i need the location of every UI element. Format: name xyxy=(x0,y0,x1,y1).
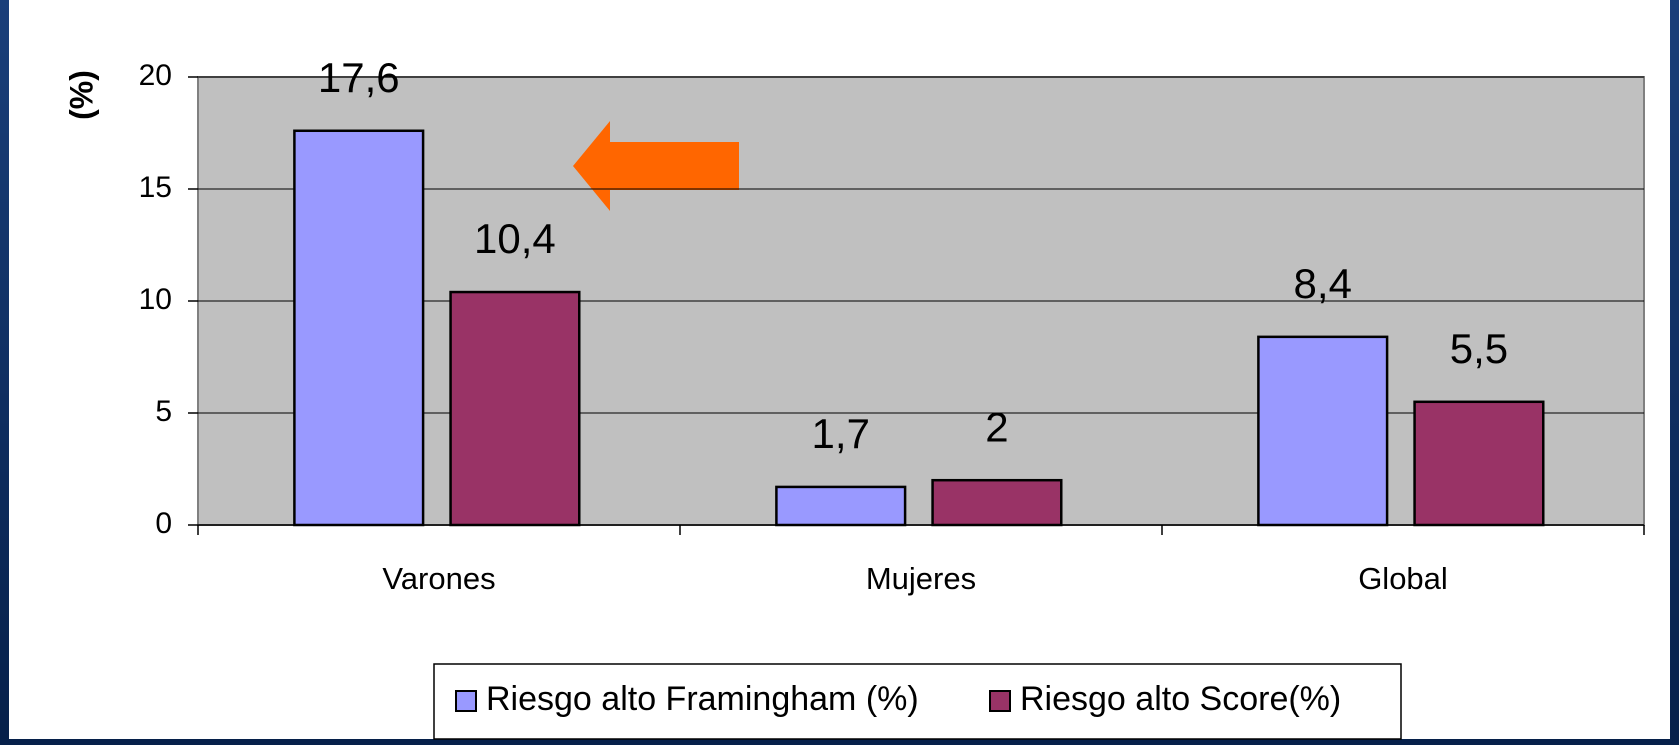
bar xyxy=(931,478,1063,527)
y-axis-label: (%) xyxy=(63,70,99,120)
legend-swatch xyxy=(989,690,1011,712)
legend-label: Riesgo alto Score(%) xyxy=(1020,680,1341,718)
bar xyxy=(1257,335,1389,527)
y-tick-label: 5 xyxy=(155,395,172,428)
data-label: 8,4 xyxy=(1294,260,1352,307)
y-tick-label: 10 xyxy=(139,283,172,316)
bar xyxy=(775,485,907,527)
legend-swatch xyxy=(455,690,477,712)
x-tick-label: Global xyxy=(1358,561,1448,596)
data-label: 17,6 xyxy=(318,54,400,101)
legend-label: Riesgo alto Framingham (%) xyxy=(486,680,919,718)
bar xyxy=(1413,400,1545,527)
bar xyxy=(449,290,581,527)
x-tick-label: Varones xyxy=(382,561,495,596)
y-tick-label: 0 xyxy=(155,507,172,540)
data-label: 5,5 xyxy=(1450,325,1508,372)
data-label: 2 xyxy=(985,403,1008,450)
bar xyxy=(293,129,425,527)
y-tick-label: 15 xyxy=(139,171,172,204)
legend xyxy=(433,663,1402,740)
data-label: 1,7 xyxy=(812,410,870,457)
y-tick-label: 20 xyxy=(139,59,172,92)
data-label: 10,4 xyxy=(474,215,556,262)
x-tick-label: Mujeres xyxy=(866,561,976,596)
